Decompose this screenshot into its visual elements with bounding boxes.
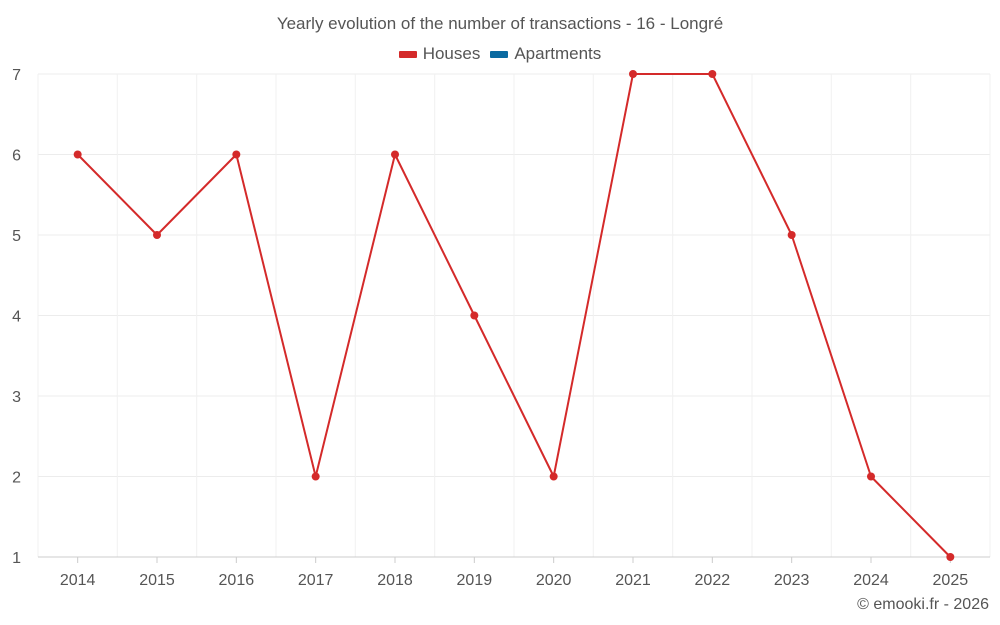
y-tick-label: 7 [12, 67, 21, 84]
x-tick-label: 2021 [615, 572, 651, 589]
legend-item-apartments[interactable]: Apartments [490, 44, 601, 64]
data-point [470, 311, 479, 320]
legend-swatch-houses [398, 50, 417, 58]
x-tick-label: 2018 [377, 572, 413, 589]
data-point [73, 150, 82, 159]
y-tick-label: 4 [12, 309, 21, 326]
data-point [232, 150, 241, 159]
x-tick-label: 2020 [536, 572, 572, 589]
data-point [311, 472, 320, 481]
data-point [946, 553, 955, 561]
data-point [391, 150, 399, 159]
x-tick-label: 2023 [774, 572, 810, 589]
x-tick-label: 2016 [219, 572, 255, 589]
x-tick-label: 2024 [853, 572, 889, 589]
legend-label-apartments: Apartments [514, 44, 602, 63]
chart-legend: Houses Apartments [0, 44, 1000, 64]
series-line-houses [76, 73, 952, 558]
x-tick-label: 2022 [695, 572, 731, 589]
data-point [787, 231, 796, 239]
data-point [153, 231, 161, 239]
credit-text: © emooki.fr - 2026 [857, 596, 989, 613]
y-tick-label: 3 [12, 389, 21, 406]
x-tick-label: 2025 [933, 572, 969, 589]
legend-label-houses: Houses [422, 44, 481, 63]
x-tick-label: 2019 [457, 572, 493, 589]
legend-swatch-apartments [490, 50, 509, 58]
chart-title: Yearly evolution of the number of transa… [276, 14, 724, 33]
y-tick-label: 1 [12, 550, 21, 567]
x-tick-label: 2014 [60, 572, 96, 589]
legend-item-houses[interactable]: Houses [398, 44, 481, 64]
y-tick-label: 6 [12, 148, 21, 165]
data-point [629, 70, 637, 78]
x-tick-label: 2017 [298, 572, 334, 589]
y-tick-label: 2 [12, 470, 21, 487]
x-tick-label: 2015 [139, 572, 175, 589]
data-point [549, 472, 558, 481]
data-point [867, 472, 875, 481]
y-tick-label: 5 [12, 228, 21, 245]
data-point [708, 70, 717, 78]
